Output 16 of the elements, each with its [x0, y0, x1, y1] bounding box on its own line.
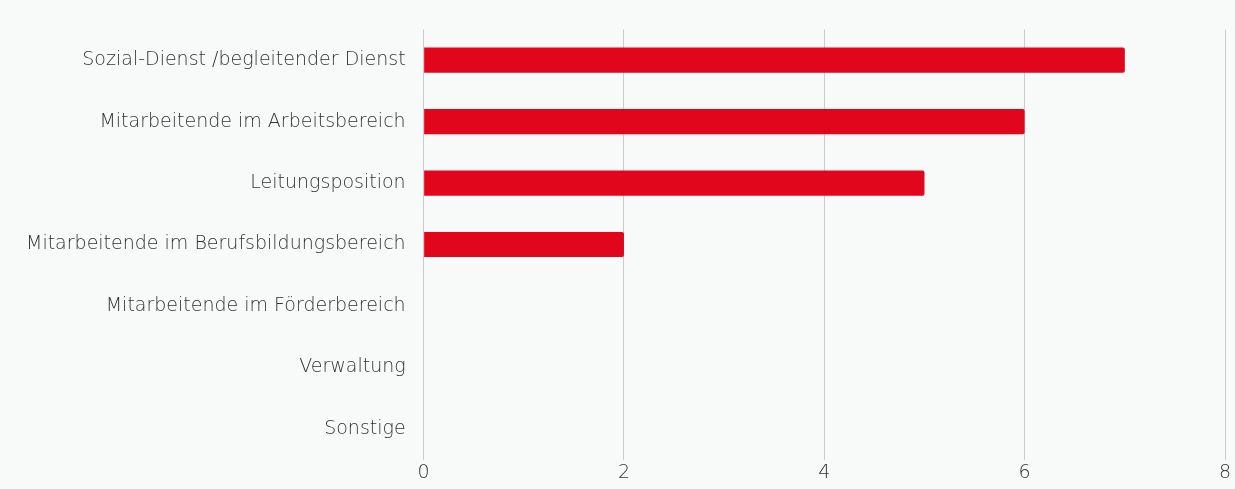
y-tick-label: Leitungsposition	[250, 169, 406, 192]
y-tick-label: Sonstige	[324, 415, 406, 438]
bar	[424, 108, 1025, 135]
y-tick-label: Mitarbeitende im Förderbereich	[105, 292, 406, 315]
x-tick-label: 8	[1218, 459, 1232, 482]
bar	[424, 47, 1125, 73]
y-tick-label: Mitarbeitende im Berufsbildungsbereich	[26, 231, 406, 254]
bar	[424, 231, 624, 258]
x-tick-label: 2	[617, 459, 631, 482]
x-tick-label: 0	[417, 459, 430, 482]
x-tick-label: 6	[1018, 459, 1031, 482]
bar	[424, 170, 925, 196]
y-tick-label: Mitarbeitende im Arbeitsbereich	[99, 108, 406, 131]
y-tick-label: Sozial-Dienst /begleitender Dienst	[82, 47, 406, 70]
y-tick-label: Verwaltung	[299, 354, 406, 377]
x-tick-label: 4	[818, 459, 831, 482]
